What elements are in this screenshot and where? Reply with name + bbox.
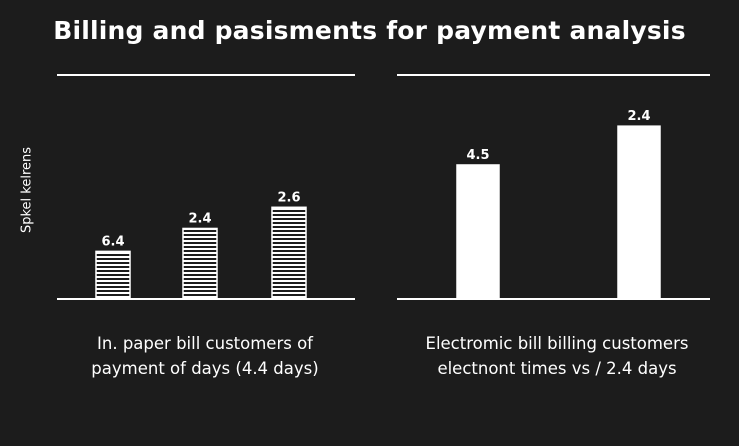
right-caption-line-1: Electromic bill billing customers — [425, 334, 689, 353]
panel-0-bar-0 — [95, 250, 131, 300]
panel-0-bar-1 — [182, 227, 218, 300]
panel-1-bar-1 — [617, 125, 661, 300]
panel-0-bar-0-value-label: 6.4 — [101, 234, 124, 249]
panel-1-bar-1-value-label: 2.4 — [627, 109, 650, 124]
panel-0-bar-1-value-label: 2.4 — [188, 211, 211, 226]
panel-1-bar-0 — [456, 164, 500, 300]
panel-0-bar-2 — [271, 206, 307, 300]
right-panel-caption: Electromic bill billing customers electn… — [392, 331, 722, 381]
left-panel-caption: In. paper bill customers of payment of d… — [40, 331, 370, 381]
right-caption-line-2: electnont times vs / 2.4 days — [437, 359, 677, 378]
panel-0-bar-2-value-label: 2.6 — [277, 190, 300, 205]
chart-title: Billing and pasisments for payment analy… — [53, 16, 686, 45]
panel-1-bar-0-value-label: 4.5 — [466, 148, 489, 163]
left-caption-line-2: payment of days (4.4 days) — [91, 359, 319, 378]
left-caption-line-1: In. paper bill customers of — [97, 334, 313, 353]
